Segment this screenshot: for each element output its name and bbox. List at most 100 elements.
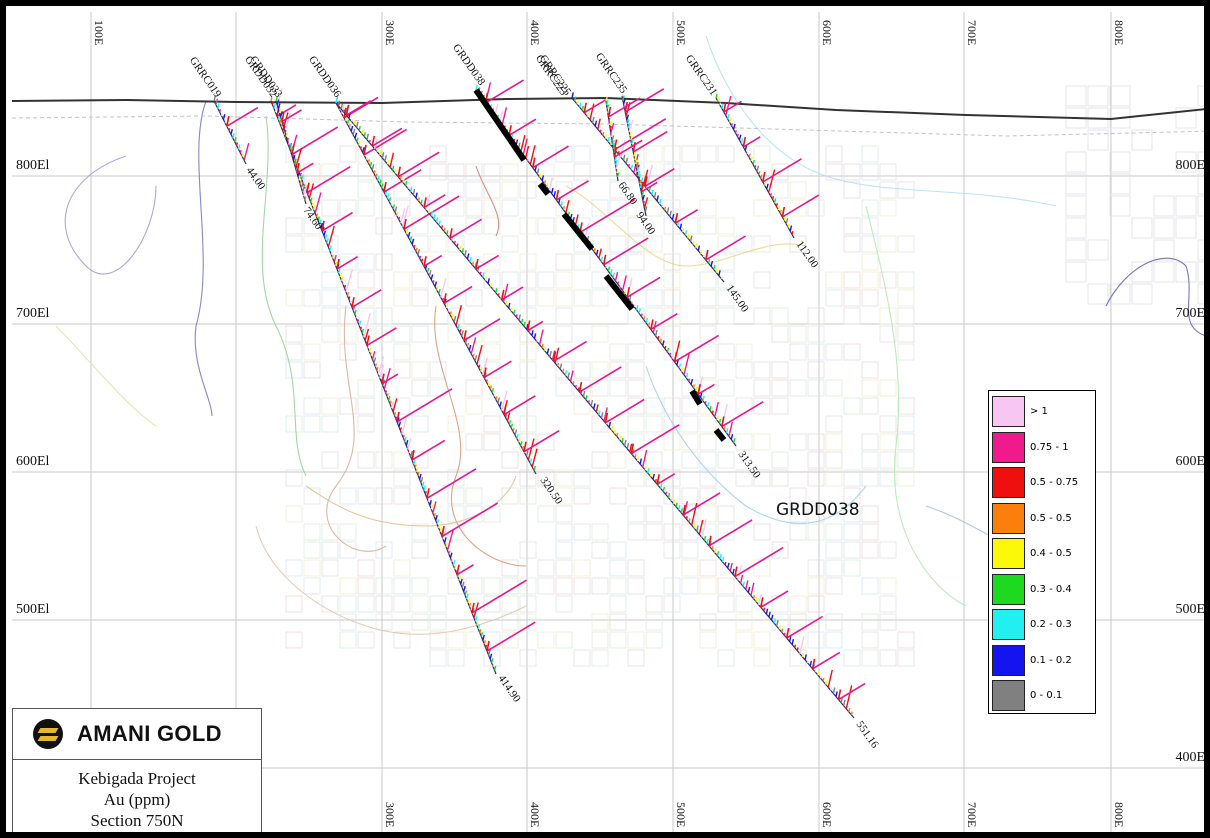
high-grade-bar xyxy=(644,168,675,188)
assay-bar xyxy=(462,585,466,592)
block-cell xyxy=(357,199,375,217)
block-cell xyxy=(789,487,807,505)
assay-bar xyxy=(361,129,364,134)
assay-bar xyxy=(370,351,373,356)
block-cell xyxy=(591,613,609,631)
assay-bar xyxy=(521,445,525,450)
block-cell xyxy=(807,523,825,541)
block-cell xyxy=(843,397,861,415)
assay-bar xyxy=(536,339,539,342)
assay-bar xyxy=(605,96,608,102)
block-cell xyxy=(627,577,645,595)
assay-bar xyxy=(476,344,483,365)
high-grade-bar xyxy=(443,285,473,305)
assay-bar xyxy=(652,473,655,480)
block-cell xyxy=(897,631,915,649)
high-grade-bar xyxy=(583,99,606,114)
block-cell xyxy=(861,289,879,307)
assay-bar xyxy=(644,176,648,187)
assay-bar xyxy=(366,335,370,346)
assay-bar xyxy=(765,608,769,615)
block-cell xyxy=(771,541,789,559)
block-cell xyxy=(663,145,681,163)
assay-bar xyxy=(514,429,518,436)
assay-bar xyxy=(736,133,739,137)
assay-bar xyxy=(360,326,363,330)
assay-bar xyxy=(343,284,347,289)
assay-bar xyxy=(342,282,345,285)
block-cell xyxy=(357,181,375,199)
assay-bar xyxy=(348,124,351,128)
block-cell xyxy=(843,523,861,541)
mineral-zone xyxy=(713,428,727,442)
block-cell xyxy=(339,199,357,217)
assay-bar xyxy=(490,658,494,663)
block-cell xyxy=(1153,195,1175,217)
high-grade-bar xyxy=(705,235,747,261)
assay-bar xyxy=(819,675,822,679)
assay-bar xyxy=(775,203,778,207)
block-cell xyxy=(411,523,429,541)
high-grade-bar xyxy=(626,276,661,298)
block-cell xyxy=(897,289,915,307)
block-cell xyxy=(627,397,645,415)
block-cell xyxy=(573,487,591,505)
block-cell xyxy=(429,595,447,613)
high-grade-bar xyxy=(501,286,524,301)
block-cell xyxy=(843,163,861,181)
assay-bar xyxy=(320,222,324,229)
assay-bar xyxy=(636,167,640,173)
block-cell xyxy=(807,361,825,379)
assay-bar xyxy=(499,401,502,408)
hole-trace xyxy=(213,100,247,165)
assay-bar xyxy=(453,240,456,244)
assay-bar xyxy=(470,337,477,355)
assay-bar xyxy=(348,296,351,300)
assay-bar xyxy=(670,498,673,501)
assay-bar xyxy=(217,103,220,109)
assay-bar xyxy=(479,629,482,633)
assay-bar xyxy=(358,320,362,326)
assay-bar xyxy=(404,436,407,442)
block-cell xyxy=(1087,283,1109,305)
assay-bar xyxy=(766,183,769,190)
assay-bar xyxy=(669,210,672,217)
legend-label: 0.4 - 0.5 xyxy=(1030,548,1072,560)
assay-bar xyxy=(366,133,369,140)
block-cell xyxy=(321,523,339,541)
grade-contour xyxy=(194,100,213,417)
assay-bar xyxy=(293,158,297,165)
block-cell xyxy=(771,469,789,487)
mineral-zone xyxy=(689,389,703,406)
legend-label: 0.2 - 0.3 xyxy=(1030,619,1072,631)
assay-bar xyxy=(423,197,427,208)
assay-bar xyxy=(277,103,281,110)
assay-bar xyxy=(479,271,482,275)
block-cell xyxy=(555,487,573,505)
block-cell xyxy=(681,379,699,397)
assay-bar xyxy=(759,597,764,608)
assay-bar xyxy=(468,344,472,351)
assay-bar xyxy=(781,206,786,218)
assay-bar xyxy=(728,421,734,437)
block-cell xyxy=(645,523,663,541)
block-cell xyxy=(861,397,879,415)
cross-section-map: GRRC01944.00GRDD032414.90GRDD03374.60GRD… xyxy=(11,12,1204,832)
block-cell xyxy=(1153,239,1175,261)
high-grade-bar xyxy=(411,439,446,461)
assay-bar xyxy=(354,132,358,139)
assay-bar xyxy=(643,197,649,209)
block-cell xyxy=(807,325,825,343)
block-cell xyxy=(645,145,663,163)
block-cell xyxy=(447,469,465,487)
assay-bar xyxy=(399,175,402,180)
assay-bar xyxy=(546,183,549,188)
block-cell xyxy=(375,253,393,271)
block-cell xyxy=(591,631,609,649)
assay-bar xyxy=(292,155,296,161)
assay-bar xyxy=(606,104,610,110)
assay-bar xyxy=(713,265,716,270)
legend-label: 0.1 - 0.2 xyxy=(1030,654,1072,666)
assay-bar xyxy=(405,440,409,446)
assay-bar xyxy=(384,155,388,162)
